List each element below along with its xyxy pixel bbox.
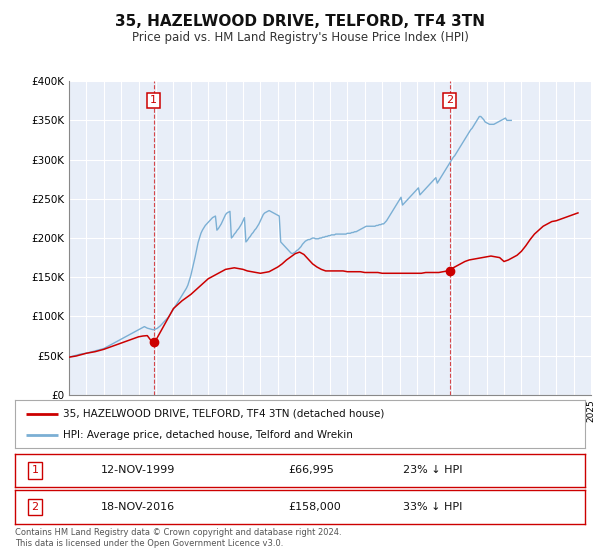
Text: £66,995: £66,995 [289,465,334,475]
Text: £158,000: £158,000 [289,502,341,512]
Text: 33% ↓ HPI: 33% ↓ HPI [403,502,462,512]
Text: 35, HAZELWOOD DRIVE, TELFORD, TF4 3TN: 35, HAZELWOOD DRIVE, TELFORD, TF4 3TN [115,14,485,29]
Text: 1: 1 [150,95,157,105]
Text: 35, HAZELWOOD DRIVE, TELFORD, TF4 3TN (detached house): 35, HAZELWOOD DRIVE, TELFORD, TF4 3TN (d… [64,409,385,419]
Text: 18-NOV-2016: 18-NOV-2016 [101,502,175,512]
Text: 23% ↓ HPI: 23% ↓ HPI [403,465,462,475]
Text: HPI: Average price, detached house, Telford and Wrekin: HPI: Average price, detached house, Telf… [64,430,353,440]
Text: 2: 2 [31,502,38,512]
Text: 1: 1 [31,465,38,475]
Text: 2: 2 [446,95,453,105]
Text: Price paid vs. HM Land Registry's House Price Index (HPI): Price paid vs. HM Land Registry's House … [131,31,469,44]
Text: 12-NOV-1999: 12-NOV-1999 [101,465,175,475]
Text: Contains HM Land Registry data © Crown copyright and database right 2024.
This d: Contains HM Land Registry data © Crown c… [15,528,341,548]
